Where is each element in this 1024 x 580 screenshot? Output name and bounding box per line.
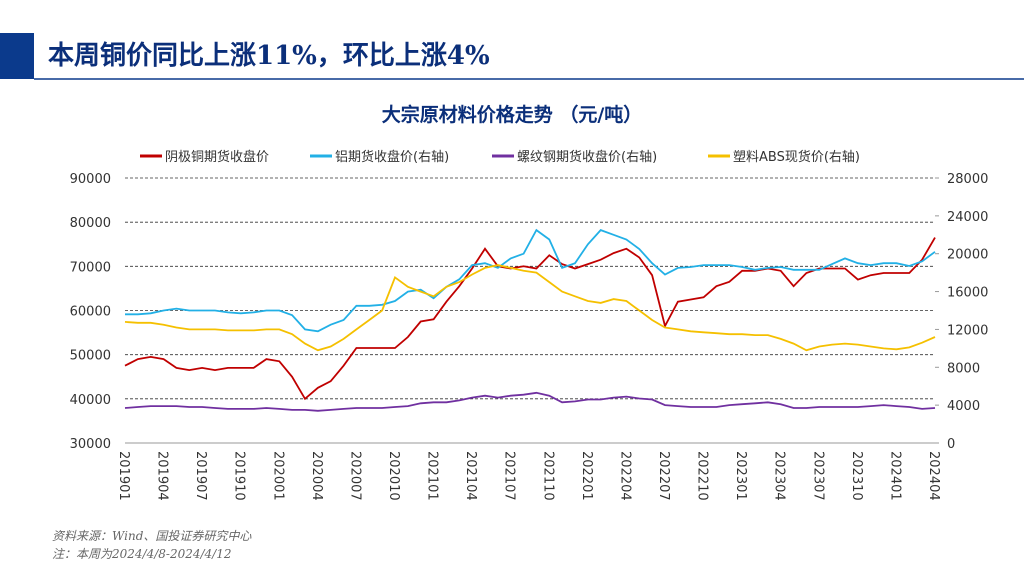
y2-tick-label: 0	[947, 437, 955, 452]
x-tick-label: 201901	[116, 451, 131, 501]
y-tick-label: 90000	[70, 172, 111, 187]
y-tick-label: 30000	[70, 437, 111, 452]
x-tick-label: 202301	[733, 451, 748, 501]
x-tick-label: 202204	[617, 451, 632, 501]
x-tick-label: 201910	[232, 451, 247, 501]
x-tick-label: 202304	[772, 451, 787, 501]
y2-tick-label: 20000	[947, 248, 988, 263]
legend-label: 塑料ABS现货价(右轴)	[733, 149, 860, 165]
x-tick-label: 202307	[810, 451, 825, 501]
x-tick-label: 202004	[309, 451, 324, 501]
series-line	[124, 237, 936, 401]
y2-tick-label: 28000	[947, 172, 988, 187]
x-tick-label: 201904	[155, 451, 170, 501]
y2-tick-label: 8000	[947, 361, 980, 376]
y-tick-label: 50000	[70, 349, 111, 364]
series-line	[124, 391, 936, 412]
x-tick-label: 202404	[926, 451, 941, 501]
y2-tick-label: 16000	[947, 286, 988, 301]
x-tick-label: 202207	[656, 451, 671, 501]
legend-label: 阴极铜期货收盘价	[165, 149, 269, 165]
header-title: 本周铜价同比上涨11%，环比上涨4%	[48, 41, 490, 71]
series-line	[125, 228, 936, 333]
series-line	[124, 264, 936, 352]
legend-label: 铝期货收盘价(右轴)	[335, 149, 449, 165]
y-tick-label: 60000	[70, 305, 111, 320]
x-tick-label: 202401	[887, 451, 902, 501]
x-tick-label: 202104	[463, 451, 478, 501]
chart-title: 大宗原材料价格走势 （元/吨）	[382, 103, 643, 126]
source: 资料来源：Wind、国投证券研究中心	[52, 529, 252, 543]
x-tick-label: 202201	[579, 451, 594, 501]
x-tick-label: 202001	[270, 451, 285, 501]
header-block	[0, 33, 34, 79]
y-tick-label: 40000	[70, 393, 111, 408]
y2-tick-label: 4000	[947, 399, 980, 414]
y-tick-label: 70000	[70, 260, 111, 275]
x-tick-label: 202310	[849, 451, 864, 501]
y2-tick-label: 24000	[947, 210, 988, 225]
x-tick-label: 202107	[502, 451, 517, 501]
legend-label: 螺纹钢期货收盘价(右轴)	[517, 149, 657, 165]
note: 注：本周为2024/4/8-2024/4/12	[52, 547, 231, 561]
x-tick-label: 201907	[193, 451, 208, 501]
y2-tick-label: 12000	[947, 323, 988, 338]
x-tick-label: 202007	[347, 451, 362, 501]
y-tick-label: 80000	[70, 216, 111, 231]
x-tick-label: 202210	[695, 451, 710, 501]
x-tick-label: 202010	[386, 451, 401, 501]
x-tick-label: 202110	[540, 451, 555, 501]
x-tick-label: 202101	[425, 451, 440, 501]
